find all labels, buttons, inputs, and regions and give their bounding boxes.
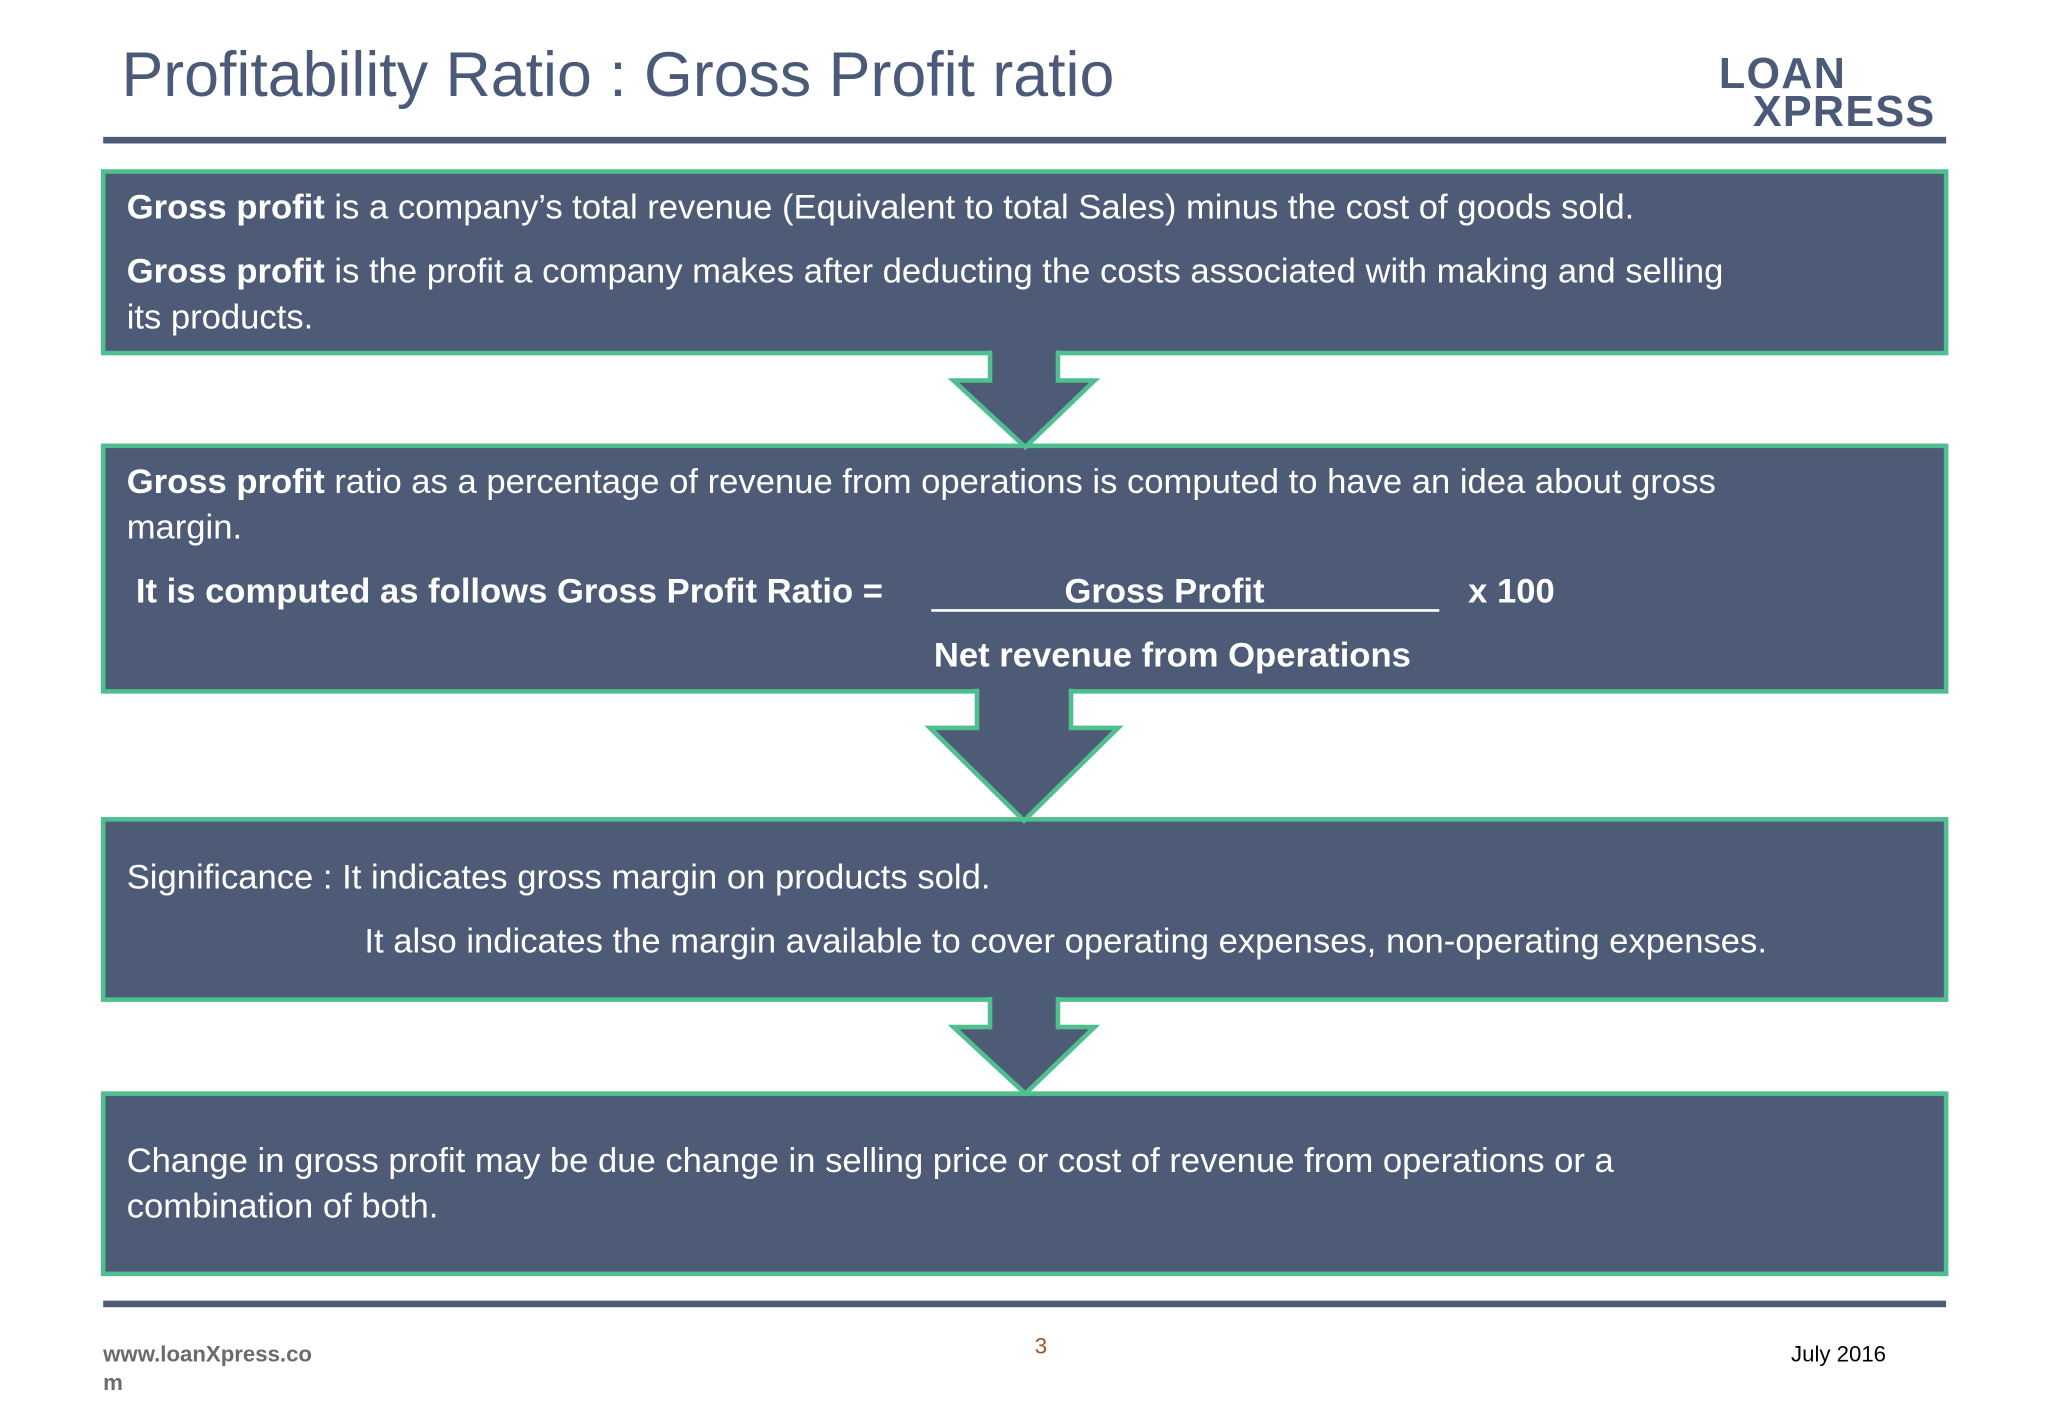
box-text: Gross profit is a company’s total revenu…	[127, 189, 1635, 227]
box	[100, 817, 1949, 1002]
arrow	[947, 350, 1101, 451]
text: Change in gross profit may be due change…	[127, 1142, 1615, 1180]
footer-website: m	[103, 1370, 123, 1395]
logo-bottom: XPRESS	[1753, 88, 1936, 136]
text: combination of both.	[127, 1188, 439, 1226]
slide-title: Profitability Ratio : Gross Profit ratio	[121, 40, 1114, 110]
box-text: margin.	[127, 509, 242, 547]
bold-term: Gross profit	[127, 189, 326, 227]
box-text: It also indicates the margin available t…	[364, 923, 1767, 961]
box-text: Change in gross profit may be due change…	[127, 1142, 1615, 1180]
box-text: Significance : It indicates gross margin…	[127, 859, 991, 897]
formula-multiplier: x 100	[1468, 573, 1555, 611]
footer-date: July 2016	[1791, 1341, 1886, 1366]
box-text: its products.	[127, 298, 314, 336]
box-text: combination of both.	[127, 1188, 439, 1226]
text: Significance : It indicates gross margin…	[127, 859, 991, 897]
box	[100, 1091, 1949, 1277]
page-number: 3	[1035, 1334, 1047, 1359]
arrow	[924, 688, 1124, 824]
arrow	[947, 996, 1101, 1097]
formula-denominator: Net revenue from Operations	[934, 637, 1411, 675]
text: margin.	[127, 509, 242, 547]
footer-website: www.loanXpress.co	[102, 1341, 312, 1366]
text: its products.	[127, 298, 314, 336]
bold-term: Gross profit	[127, 253, 326, 291]
box-text: Gross profit ratio as a percentage of re…	[127, 463, 1716, 501]
text: It also indicates the margin available t…	[364, 923, 1767, 961]
text: is a company’s total revenue (Equivalent…	[325, 189, 1634, 227]
bold-term: Gross profit	[127, 463, 326, 501]
logo-top: LOAN	[1719, 50, 1846, 98]
text: ratio as a percentage of revenue from op…	[325, 463, 1716, 501]
box-text: Gross profit is the profit a company mak…	[127, 253, 1724, 291]
text: is the profit a company makes after dedu…	[325, 253, 1724, 291]
formula-numerator: Gross Profit	[1064, 573, 1264, 611]
box	[100, 443, 1949, 694]
formula-label: It is computed as follows Gross Profit R…	[136, 573, 883, 611]
